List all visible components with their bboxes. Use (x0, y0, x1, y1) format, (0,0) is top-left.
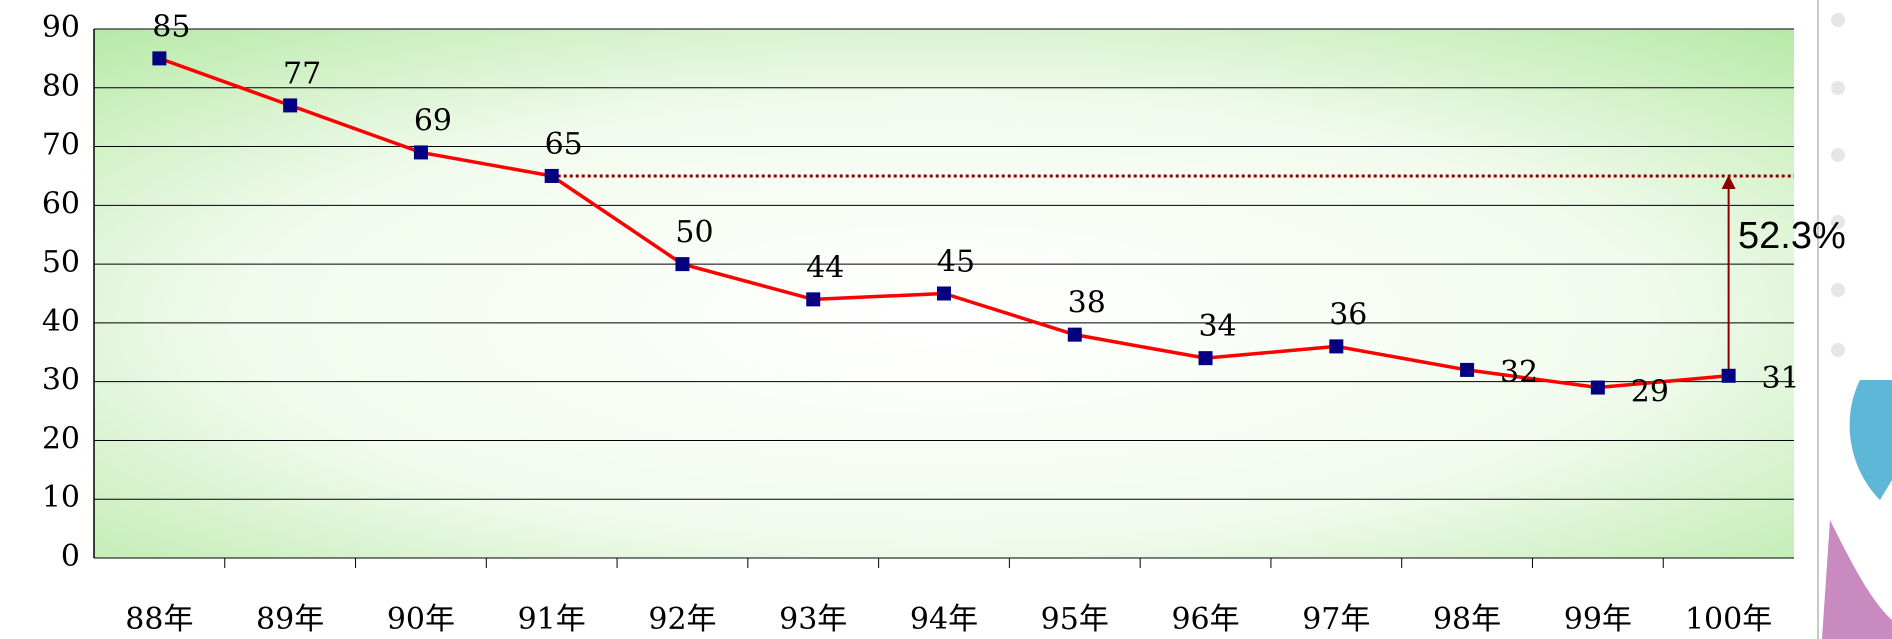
data-point (413, 145, 428, 160)
data-label: 32 (1500, 355, 1538, 390)
y-tick-label: 40 (42, 304, 80, 339)
y-tick-label: 20 (42, 421, 80, 456)
y-tick-label: 80 (42, 69, 80, 104)
data-point (1329, 339, 1344, 354)
data-point (937, 286, 951, 301)
x-tick-label: 94年 (910, 602, 978, 637)
x-tick-label: 96年 (1171, 602, 1239, 637)
data-label: 45 (937, 245, 975, 280)
data-label: 77 (283, 56, 321, 91)
data-point (1590, 380, 1605, 395)
x-tick-label: 95年 (1041, 602, 1109, 637)
y-tick-label: 90 (42, 10, 80, 45)
data-point (1460, 362, 1475, 377)
x-tick-label: 89年 (256, 602, 324, 637)
data-point (544, 168, 559, 183)
data-label: 34 (1198, 309, 1236, 344)
y-tick-label: 30 (42, 363, 80, 398)
x-tick-label: 92年 (648, 602, 716, 637)
data-point (675, 257, 690, 272)
data-label: 44 (806, 250, 844, 285)
data-label: 29 (1631, 375, 1669, 410)
data-label: 31 (1762, 361, 1800, 396)
x-tick-label: 91年 (518, 602, 586, 637)
x-tick-label: 99年 (1564, 602, 1632, 637)
data-point (1067, 327, 1082, 342)
y-tick-label: 50 (42, 245, 80, 280)
x-tick-label: 100年 (1685, 602, 1772, 637)
y-tick-label: 60 (42, 186, 80, 221)
x-tick-label: 97年 (1302, 602, 1370, 637)
data-point (152, 51, 167, 66)
y-tick-label: 10 (42, 480, 80, 515)
data-point (806, 292, 821, 307)
data-label: 50 (675, 215, 713, 250)
x-tick-label: 93年 (779, 602, 847, 637)
side-decoration (1817, 0, 1892, 639)
x-tick-label: 90年 (387, 602, 455, 637)
data-point (1198, 351, 1213, 366)
x-tick-label: 88年 (125, 602, 193, 637)
data-label: 38 (1068, 286, 1106, 321)
data-point (283, 98, 298, 113)
y-tick-label: 70 (42, 128, 80, 163)
data-label: 85 (152, 9, 190, 44)
data-label: 65 (545, 127, 583, 162)
y-tick-label: 0 (61, 539, 80, 574)
x-tick-label: 98年 (1433, 602, 1501, 637)
annotation: 52.3% (1738, 215, 1846, 257)
data-point (1721, 368, 1736, 383)
data-label: 69 (414, 103, 452, 138)
data-label: 36 (1329, 297, 1367, 332)
